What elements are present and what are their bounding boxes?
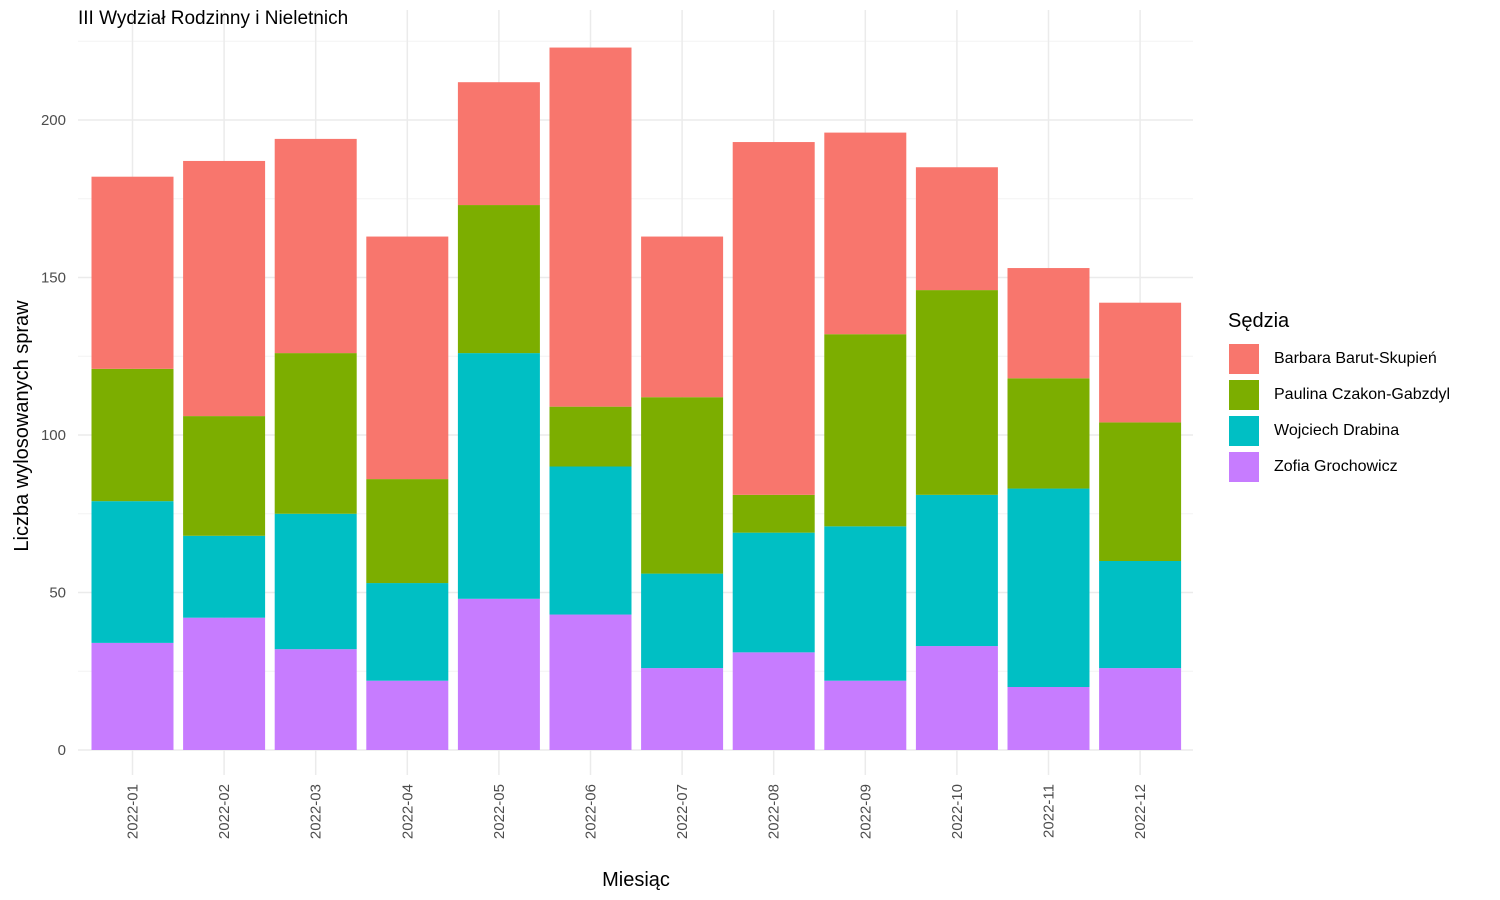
x-tick-label: 2022-05 [491,784,508,839]
legend: Sędzia Barbara Barut-Skupień Paulina Czak… [1228,310,1450,485]
y-tick-label: 50 [49,585,66,602]
y-axis-label: Liczba wylosowanych spraw [11,300,33,552]
bar-segment [1007,687,1090,750]
bar-segment [91,368,174,502]
legend-label: Barbara Barut-Skupień [1274,350,1437,367]
bar-segment [366,680,449,750]
legend-key-swatch [1228,451,1260,483]
x-tick-label: 2022-07 [674,784,691,839]
x-tick-label: 2022-04 [399,784,416,839]
x-tick-label: 2022-03 [308,784,325,839]
bar-segment [732,142,815,495]
legend-item: Paulina Czakon-Gabzdyl [1228,377,1450,413]
bar-segment [366,236,449,480]
bar-segment [274,138,357,354]
bars [91,47,1182,750]
x-axis-ticks: 2022-01 2022-02 2022-03 2022-04 2022-05 2022-… [125,784,1150,839]
legend-label: Zofia Grochowicz [1274,458,1398,475]
y-axis-ticks: 0 50 100 150 200 [41,112,66,759]
bar-segment [641,668,724,750]
bar-segment [915,290,998,495]
y-tick-label: 0 [58,742,66,759]
bar-segment [91,501,174,643]
bar-segment [915,167,998,291]
y-tick-label: 100 [41,427,66,444]
bar-segment [183,617,266,750]
bar-segment [183,160,266,417]
bar-segment [457,598,540,750]
bar-segment [732,532,815,653]
bar-segment [732,652,815,750]
bar-segment [1099,561,1182,669]
bar-segment [91,176,174,369]
legend-items: Barbara Barut-Skupień Paulina Czakon-Gabz… [1228,341,1450,485]
bar-segment [549,466,632,615]
bar-segment [183,416,266,536]
bar-segment [732,494,815,533]
legend-item: Wojciech Drabina [1228,413,1450,449]
legend-key-swatch [1228,379,1260,411]
y-tick-label: 200 [41,112,66,129]
bar-segment [1007,488,1090,687]
x-tick-label: 2022-08 [766,784,783,839]
bar-segment [824,526,907,681]
bar-segment [366,583,449,681]
bar-segment [274,649,357,750]
bar-segment [457,205,540,354]
bar-segment [91,642,174,750]
bar-segment [274,513,357,650]
x-axis-label: Miesiąc [602,869,670,891]
legend-label: Wojciech Drabina [1274,422,1400,439]
bar-segment [824,132,907,335]
bar-segment [915,646,998,750]
legend-item: Zofia Grochowicz [1228,449,1450,485]
bar-segment [183,535,266,618]
legend-item: Barbara Barut-Skupień [1228,341,1450,377]
x-tick-label: 2022-10 [949,784,966,839]
bar-segment [549,406,632,467]
bar-segment [274,353,357,514]
x-tick-label: 2022-06 [583,784,600,839]
bar-segment [1099,302,1182,423]
bar-segment [457,82,540,206]
bar-segment [915,494,998,647]
bar-segment [1007,268,1090,379]
legend-key-swatch [1228,415,1260,447]
x-tick-label: 2022-01 [125,784,142,839]
bar-segment [457,353,540,599]
bar-segment [641,236,724,398]
chart-title: III Wydział Rodzinny i Nieletnich [78,8,349,29]
bar-segment [1099,668,1182,750]
bar-segment [549,47,632,407]
x-tick-label: 2022-09 [857,784,874,839]
x-tick-label: 2022-11 [1041,784,1058,838]
legend-label: Paulina Czakon-Gabzdyl [1274,386,1451,403]
bar-segment [824,680,907,750]
bar-segment [1099,422,1182,561]
y-tick-label: 150 [41,270,66,287]
legend-key-swatch [1228,343,1260,375]
bar-segment [641,573,724,669]
bar-segment [549,614,632,750]
bar-segment [641,397,724,574]
bar-segment [1007,378,1090,489]
legend-title: Sędzia [1228,310,1290,332]
bar-segment [824,334,907,527]
x-tick-label: 2022-12 [1132,784,1149,839]
x-tick-label: 2022-02 [216,784,233,839]
bar-segment [366,479,449,584]
